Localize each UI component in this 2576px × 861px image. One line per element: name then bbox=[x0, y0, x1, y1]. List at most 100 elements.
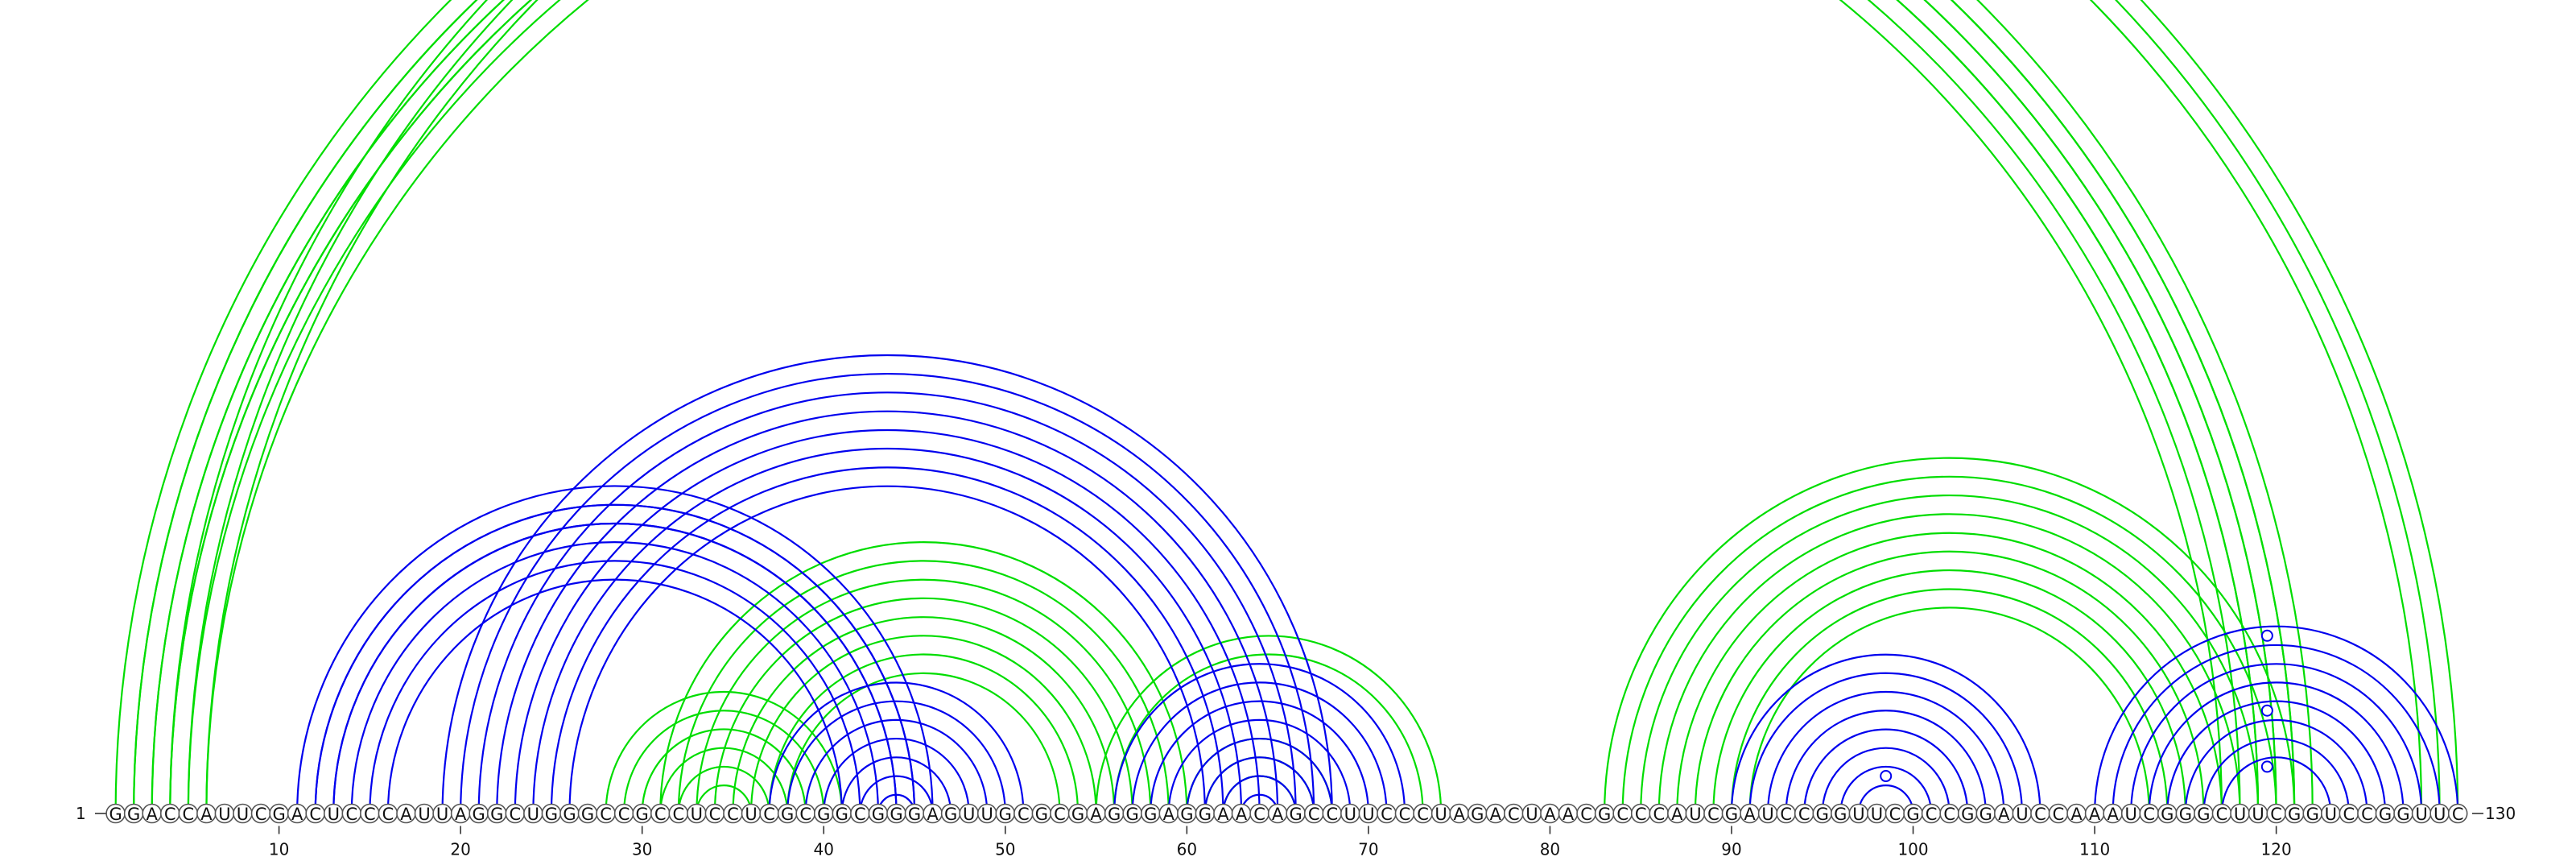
nucleotide-111: A bbox=[2103, 803, 2123, 824]
green-arc-56-73 bbox=[1113, 654, 1424, 814]
green-arc-85-119 bbox=[1640, 495, 2260, 814]
nucleotide-47: G bbox=[940, 803, 961, 824]
nucleotide-75: A bbox=[1449, 803, 1469, 824]
nucleotide-22: G bbox=[486, 803, 507, 824]
nucleotide-letter: A bbox=[1744, 805, 1756, 824]
nucleotide-letter: C bbox=[2034, 805, 2046, 824]
nucleotide-78: C bbox=[1504, 803, 1524, 824]
nucleotide-59: A bbox=[1158, 803, 1179, 824]
nucleotide-89: C bbox=[1703, 803, 1724, 824]
blue-arc-58-70 bbox=[1150, 700, 1369, 814]
nucleotide-95: G bbox=[1812, 803, 1833, 824]
nucleotide-letter: G bbox=[890, 805, 902, 824]
nucleotide-48: U bbox=[959, 803, 979, 824]
nucleotide-letter: C bbox=[1381, 805, 1393, 824]
nucleotide-6: A bbox=[196, 803, 217, 824]
nucleotide-letter: A bbox=[1998, 805, 2010, 824]
nucleotide-letter: U bbox=[1852, 805, 1864, 824]
nucleotide-letter: C bbox=[2143, 805, 2155, 824]
nucleotide-63: A bbox=[1231, 803, 1252, 824]
arc-markers bbox=[1880, 629, 2273, 783]
blue-arc-19-68 bbox=[441, 354, 1333, 814]
nucleotide-73: C bbox=[1413, 803, 1433, 824]
nucleotide-52: G bbox=[1031, 803, 1052, 824]
blue-arc-115-125 bbox=[2184, 718, 2368, 814]
nucleotide-letter: C bbox=[1707, 805, 1719, 824]
nucleotide-letter: C bbox=[364, 805, 376, 824]
nucleotide-letter: G bbox=[1108, 805, 1121, 824]
nucleotide-letter: G bbox=[1979, 805, 1992, 824]
nucleotide-letter: C bbox=[618, 805, 630, 824]
start-position-label: 1 bbox=[76, 804, 86, 823]
nucleotide-letter: A bbox=[1217, 805, 1229, 824]
nucleotide-65: A bbox=[1267, 803, 1288, 824]
blue-arc-92-105 bbox=[1767, 690, 2005, 814]
tick-label-10: 10 bbox=[269, 840, 289, 858]
green-arc-88-116 bbox=[1694, 550, 2205, 814]
nucleotide-105: A bbox=[1994, 803, 2014, 824]
nucleotide-9: C bbox=[250, 803, 271, 824]
nucleotide-letter: G bbox=[872, 805, 885, 824]
green-arc-83-121 bbox=[1604, 457, 2296, 814]
green-arc-38-53 bbox=[786, 673, 1061, 814]
nucleotide-letter: C bbox=[1635, 805, 1647, 824]
nucleotide-40: G bbox=[813, 803, 834, 824]
nucleotide-letter: C bbox=[1926, 805, 1938, 824]
nucleotide-127: G bbox=[2393, 803, 2413, 824]
green-arc-87-117 bbox=[1676, 532, 2223, 814]
nucleotide-70: U bbox=[1358, 803, 1379, 824]
nucleotide-letter: A bbox=[291, 805, 303, 824]
tick-label-60: 60 bbox=[1177, 840, 1197, 858]
nucleotide-55: A bbox=[1086, 803, 1106, 824]
nucleotide-2: G bbox=[123, 803, 144, 824]
blue-arc-91-106 bbox=[1748, 672, 2023, 814]
nucleotide-letter: C bbox=[1054, 805, 1066, 824]
nucleotide-letter: G bbox=[781, 805, 794, 824]
nucleotide-letter: U bbox=[1344, 805, 1356, 824]
blue-arc-24-63 bbox=[532, 448, 1243, 814]
nucleotide-letter: C bbox=[1308, 805, 1320, 824]
nucleotide-letter: A bbox=[2089, 805, 2101, 824]
tick-label-100: 100 bbox=[1897, 840, 1928, 858]
nucleotide-letter: C bbox=[2216, 805, 2228, 824]
nucleotide-126: G bbox=[2375, 803, 2396, 824]
arc-marker-2 bbox=[1880, 770, 1893, 783]
nucleotide-13: U bbox=[323, 803, 344, 824]
nucleotide-46: A bbox=[923, 803, 943, 824]
nucleotide-104: G bbox=[1975, 803, 1996, 824]
blue-arc-14-43 bbox=[350, 541, 880, 814]
green-arc-6-128 bbox=[205, 0, 2423, 814]
nucleotide-letter: U bbox=[436, 805, 448, 824]
nucleotide-letter: C bbox=[382, 805, 394, 824]
blue-arc-26-61 bbox=[568, 485, 1206, 814]
nucleotide-44: G bbox=[886, 803, 906, 824]
nucleotide-letter: G bbox=[473, 805, 485, 824]
nucleotide-letter: A bbox=[147, 805, 159, 824]
nucleotide-1: G bbox=[105, 803, 126, 824]
nucleotide-letter: C bbox=[509, 805, 521, 824]
nucleotide-letter: U bbox=[1525, 805, 1538, 824]
nucleotide-letter: A bbox=[200, 805, 213, 824]
green-arc-86-118 bbox=[1657, 513, 2241, 814]
nucleotide-23: C bbox=[505, 803, 526, 824]
nucleotide-41: G bbox=[832, 803, 852, 824]
nucleotide-54: G bbox=[1067, 803, 1088, 824]
nucleotide-49: U bbox=[976, 803, 997, 824]
nucleotide-114: G bbox=[2157, 803, 2178, 824]
nucleotide-letter: G bbox=[1598, 805, 1611, 824]
nucleotide-letter: U bbox=[963, 805, 975, 824]
nucleotide-letter: C bbox=[1417, 805, 1429, 824]
blue-arc-21-66 bbox=[477, 391, 1297, 814]
nucleotide-letter: C bbox=[255, 805, 267, 824]
nucleotide-circle bbox=[2447, 803, 2468, 824]
nucleotide-76: G bbox=[1467, 803, 1488, 824]
blue-arc-95-102 bbox=[1821, 747, 1951, 814]
nucleotide-letter: U bbox=[2252, 805, 2264, 824]
nucleotide-letter: G bbox=[1725, 805, 1738, 824]
blue-arc-20-67 bbox=[460, 373, 1315, 814]
tick-label-80: 80 bbox=[1540, 840, 1560, 858]
nucleotide-25: G bbox=[541, 803, 562, 824]
nucleotide-5: C bbox=[178, 803, 199, 824]
arc-marker-5 bbox=[2260, 629, 2273, 642]
nucleotide-letter: C bbox=[2361, 805, 2373, 824]
